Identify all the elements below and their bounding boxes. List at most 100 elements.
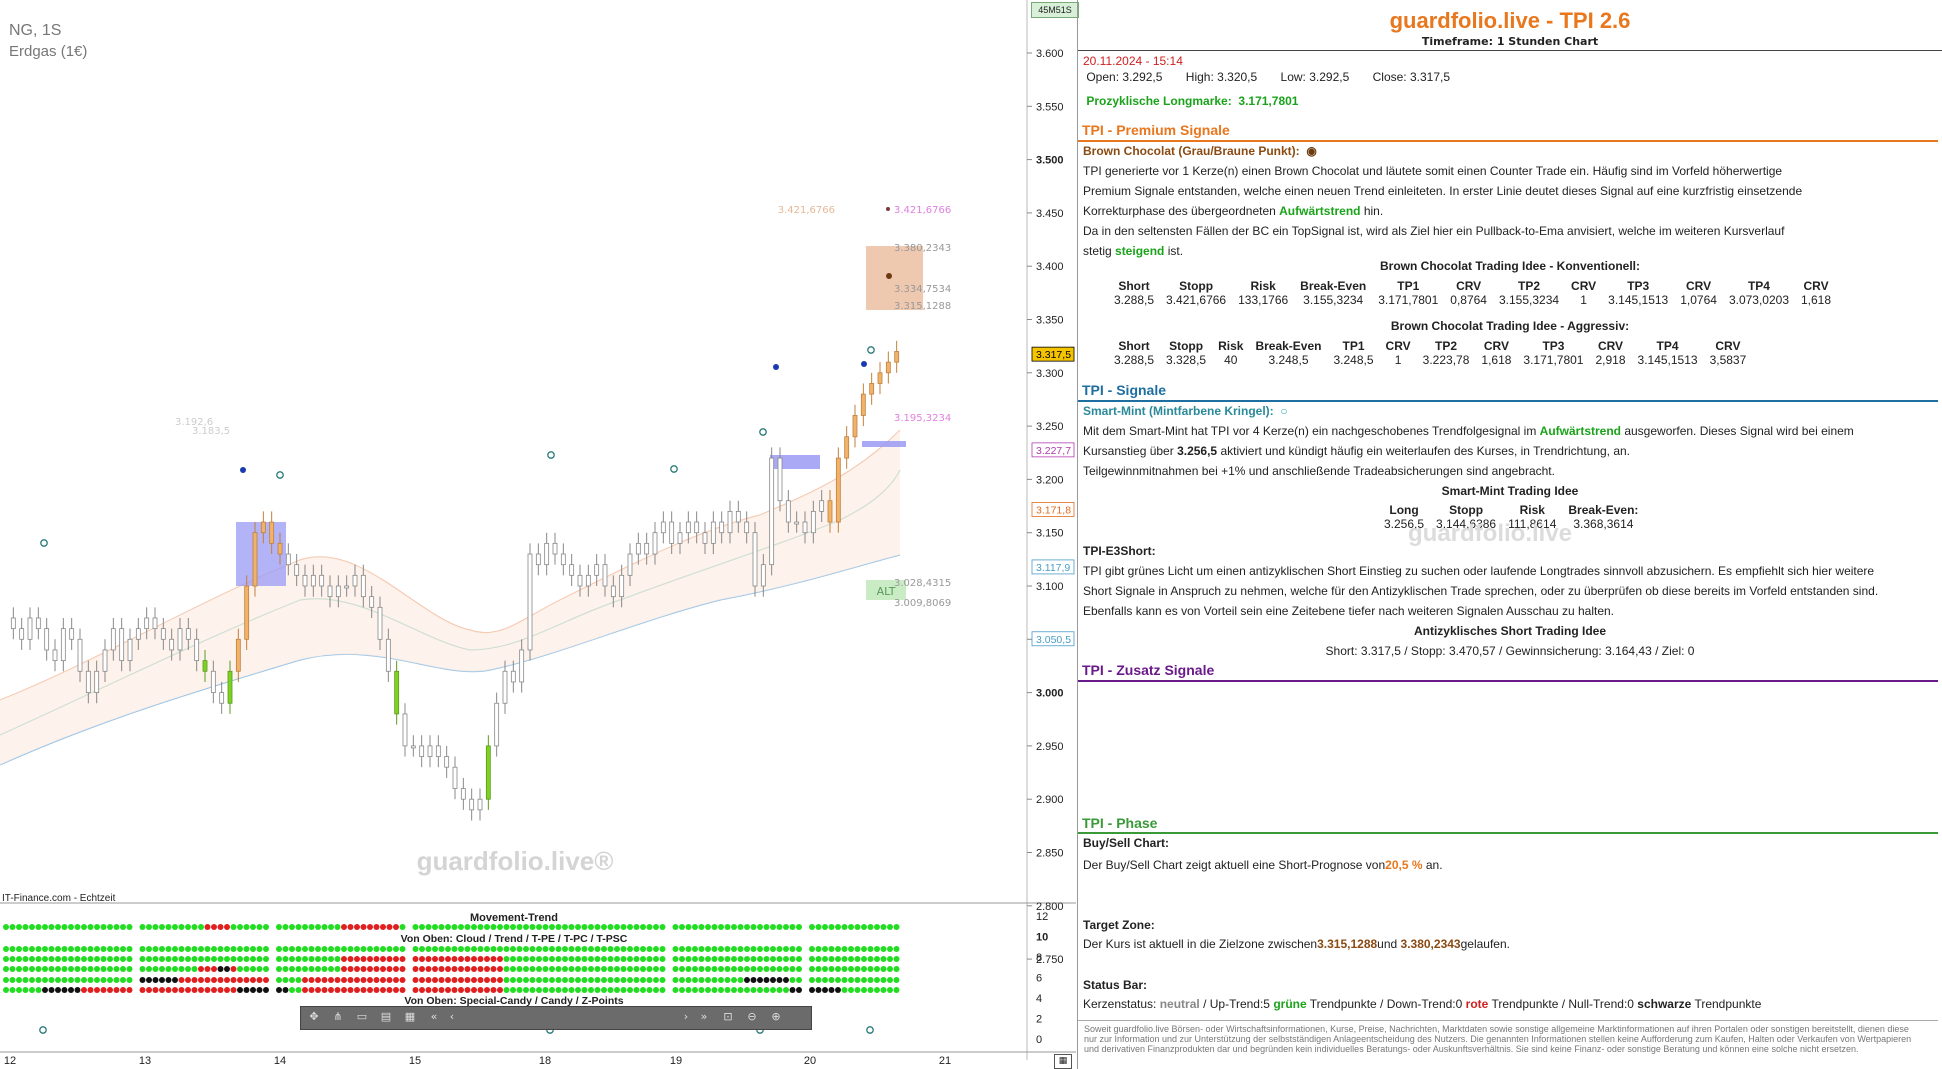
trend-dot <box>152 924 159 930</box>
trend-dot <box>22 924 29 930</box>
trend-dot <box>198 977 204 983</box>
trend-dot <box>718 956 724 962</box>
trend-dot <box>464 977 471 983</box>
trend-dot <box>224 924 230 930</box>
zoom-in-icon[interactable]: ⊕ <box>771 1010 781 1023</box>
trend-dot <box>685 924 692 930</box>
candle-body <box>169 638 175 651</box>
trend-dot <box>880 977 887 983</box>
trend-dot <box>724 956 731 962</box>
sm-text-1c: ausgeworfen. Dieses Signal wird bei eine… <box>1621 424 1854 438</box>
trend-dot <box>42 924 48 930</box>
trend-dot <box>542 987 549 993</box>
table-header: TP2 <box>1518 279 1541 293</box>
price-tick: 3.300 <box>1036 368 1064 380</box>
folder-icon[interactable]: ▭ <box>356 1010 368 1023</box>
trend-dot <box>874 987 880 993</box>
price-tag-box <box>1031 346 1075 362</box>
trend-dot <box>763 966 770 972</box>
smart-mint-ring <box>759 428 767 436</box>
trend-dot <box>731 956 737 962</box>
trend-dot <box>22 946 29 952</box>
table-cell: 40 <box>1224 353 1238 367</box>
trend-dot <box>776 946 783 952</box>
trend-dot <box>867 987 874 993</box>
price-tag-box <box>1031 559 1075 575</box>
price-tick: 3.600 <box>1036 48 1064 60</box>
trend-dot <box>165 924 172 930</box>
trend-dot <box>536 977 542 983</box>
trend-dot <box>94 946 100 952</box>
trend-dot <box>315 987 321 993</box>
candle-body <box>510 670 516 683</box>
trend-dot <box>126 966 133 972</box>
cursor-icon[interactable]: ✥ <box>309 1010 319 1023</box>
forward-icon[interactable]: › <box>683 1010 689 1023</box>
trend-dot <box>120 946 126 952</box>
trend-dot <box>789 924 796 930</box>
trend-dot <box>419 946 425 952</box>
trend-dot <box>9 987 16 993</box>
candle-body <box>210 670 216 694</box>
trend-dot <box>887 946 893 952</box>
trend-dot <box>48 946 55 952</box>
time-tick: 12 <box>4 1055 16 1067</box>
zoom-out-icon[interactable]: ⊖ <box>747 1010 757 1023</box>
trend-dot <box>640 966 646 972</box>
trend-dot <box>848 977 854 983</box>
trend-dot <box>230 946 237 952</box>
trend-dot <box>107 956 113 962</box>
candle-body <box>410 745 416 749</box>
trend-dot <box>139 987 146 993</box>
trend-dot <box>308 956 315 962</box>
trend-dot <box>763 956 770 962</box>
trend-dot <box>796 946 802 952</box>
time-tick: 15 <box>409 1055 421 1067</box>
trend-dot <box>42 946 48 952</box>
zoom-fit-icon[interactable]: ⊡ <box>723 1010 733 1023</box>
trend-dot <box>185 956 191 962</box>
table-cell: 3.288,5 <box>1114 293 1155 307</box>
fast-forward-icon[interactable]: » <box>700 1010 708 1023</box>
candle-body <box>110 628 116 651</box>
trend-dot <box>529 977 536 983</box>
trend-dot <box>458 956 464 962</box>
trend-dot <box>614 987 620 993</box>
table-header: Risk <box>1218 339 1244 353</box>
grid-icon[interactable]: ▦ <box>404 1010 416 1023</box>
candle-body <box>694 521 700 534</box>
trend-dot <box>243 966 250 972</box>
trend-dot <box>341 924 347 930</box>
candle-body <box>760 564 766 587</box>
trend-dot <box>367 956 373 962</box>
trend-dot <box>276 987 282 993</box>
rewind-icon[interactable]: « <box>430 1010 438 1023</box>
trend-dot <box>516 966 523 972</box>
trend-dot <box>289 956 295 962</box>
trend-dot <box>555 924 562 930</box>
tz-label: Target Zone: <box>1083 918 1155 932</box>
candle-body <box>794 521 800 525</box>
candle-body <box>702 532 708 544</box>
price-chart[interactable]: ALT 3.421,6766 3.421,6766 3.380,2343 3.3… <box>0 0 1076 1069</box>
trend-dot <box>256 987 263 993</box>
trend-dot <box>815 946 822 952</box>
trend-dot <box>562 966 568 972</box>
trend-dot <box>549 966 555 972</box>
document-icon[interactable]: ▤ <box>380 1010 392 1023</box>
trend-dot <box>744 966 750 972</box>
trend-dot <box>477 966 484 972</box>
trend-dot <box>744 946 750 952</box>
trend-dot <box>776 966 783 972</box>
settings-icon[interactable]: ▦ <box>1054 1054 1072 1069</box>
trend-dot <box>445 966 451 972</box>
trend-dot <box>9 977 16 983</box>
trend-dot <box>230 977 237 983</box>
share-icon[interactable]: ⋔ <box>333 1010 343 1023</box>
trend-dot <box>198 924 204 930</box>
indicator-tick: 10 <box>1036 932 1048 944</box>
trend-dot <box>263 956 269 962</box>
chart-area[interactable]: ALT 3.421,6766 3.421,6766 3.380,2343 3.3… <box>0 0 1079 1069</box>
trend-dot <box>263 987 269 993</box>
back-icon[interactable]: ‹ <box>449 1010 455 1023</box>
